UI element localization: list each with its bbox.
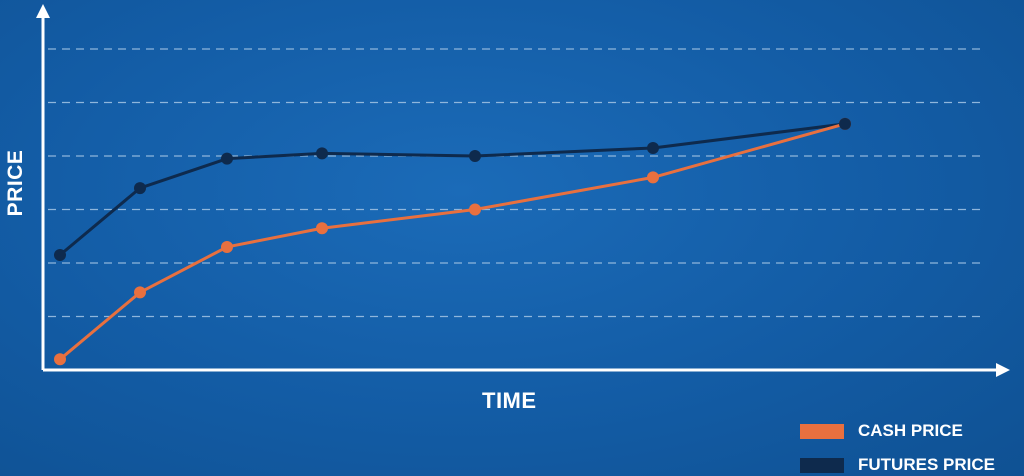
series-line-cash-price <box>59 122 846 361</box>
y-axis-title: PRICE <box>4 149 27 217</box>
series-layer <box>54 117 851 366</box>
y-axis-arrow-icon <box>36 4 50 18</box>
legend-swatch-cash-price <box>800 423 844 439</box>
data-point-futures-price <box>316 147 328 160</box>
data-point-cash-price <box>316 222 328 235</box>
data-point-cash-price <box>469 203 481 216</box>
data-point-cash-price <box>134 286 146 299</box>
legend-label-futures-price: FUTURES PRICE <box>858 455 995 474</box>
x-axis-arrow-icon <box>996 363 1010 377</box>
series-line-futures-price <box>59 122 846 257</box>
legend-label-cash-price: CASH PRICE <box>858 421 963 440</box>
data-point-futures-price <box>221 152 233 165</box>
data-point-cash-price <box>647 171 659 184</box>
data-point-futures-price <box>54 248 66 261</box>
legend-item-futures-price: FUTURES PRICE <box>800 455 995 475</box>
axes <box>36 4 1010 377</box>
data-point-futures-price <box>469 150 481 162</box>
legend-swatch-futures-price <box>800 457 844 473</box>
data-point-cash-price <box>221 240 233 253</box>
data-point-endpoint <box>839 117 851 130</box>
x-axis-title: TIME <box>482 388 537 413</box>
data-point-futures-price <box>134 182 146 195</box>
grid-lines <box>48 48 985 318</box>
data-point-futures-price <box>647 141 659 154</box>
data-point-cash-price <box>54 353 66 366</box>
legend-item-cash-price: CASH PRICE <box>800 421 963 441</box>
